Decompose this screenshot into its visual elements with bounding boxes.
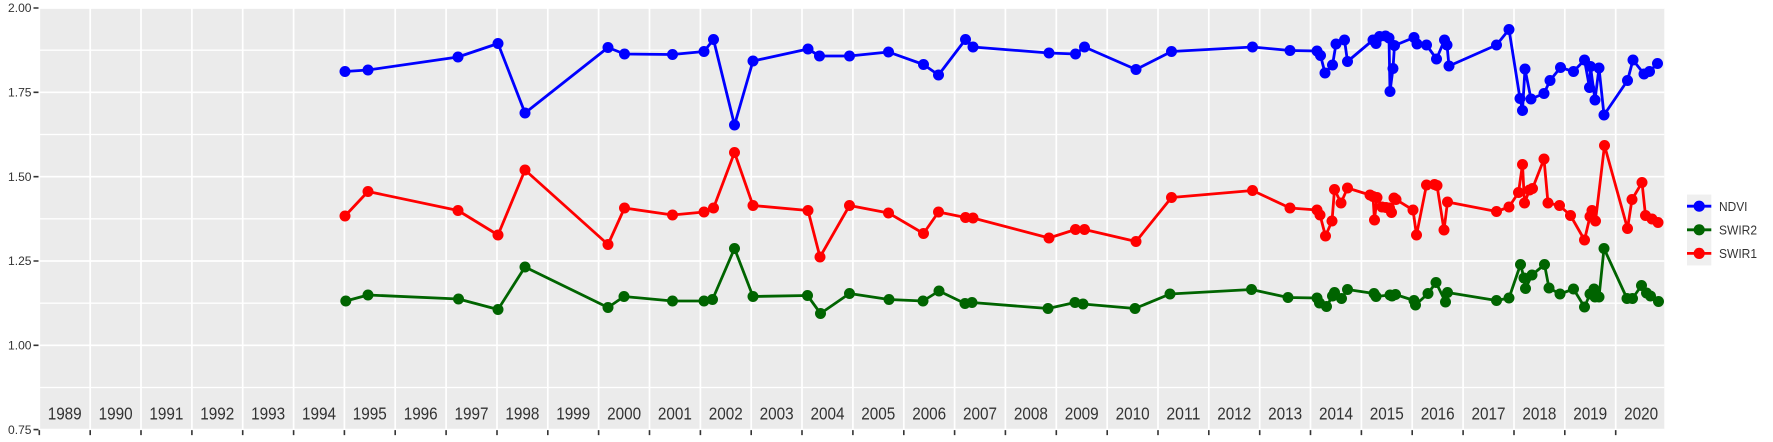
svg-text:1993: 1993 xyxy=(251,404,285,424)
svg-text:2013: 2013 xyxy=(1268,404,1302,424)
svg-text:1991: 1991 xyxy=(149,404,183,424)
svg-text:2016: 2016 xyxy=(1421,404,1455,424)
svg-text:2014: 2014 xyxy=(1319,404,1353,424)
svg-text:SWIR1: SWIR1 xyxy=(1719,246,1757,261)
svg-text:2003: 2003 xyxy=(760,404,794,424)
svg-text:2.00: 2.00 xyxy=(8,1,32,15)
svg-text:NDVI: NDVI xyxy=(1719,199,1748,214)
svg-text:1989: 1989 xyxy=(48,404,82,424)
svg-text:1999: 1999 xyxy=(556,404,590,424)
svg-text:1998: 1998 xyxy=(505,404,539,424)
svg-text:2012: 2012 xyxy=(1217,404,1251,424)
svg-text:1997: 1997 xyxy=(455,404,489,424)
svg-text:1995: 1995 xyxy=(353,404,387,424)
svg-text:2010: 2010 xyxy=(1116,404,1150,424)
svg-text:2004: 2004 xyxy=(811,404,845,424)
svg-text:2005: 2005 xyxy=(861,404,895,424)
svg-text:1992: 1992 xyxy=(200,404,234,424)
svg-text:1.50: 1.50 xyxy=(8,170,32,184)
svg-text:2011: 2011 xyxy=(1166,404,1200,424)
svg-text:2015: 2015 xyxy=(1370,404,1404,424)
svg-text:2008: 2008 xyxy=(1014,404,1048,424)
svg-text:2018: 2018 xyxy=(1522,404,1556,424)
svg-text:2001: 2001 xyxy=(658,404,692,424)
svg-text:1.00: 1.00 xyxy=(8,339,32,353)
svg-text:2000: 2000 xyxy=(607,404,641,424)
svg-text:1996: 1996 xyxy=(404,404,438,424)
svg-text:2006: 2006 xyxy=(912,404,946,424)
svg-text:2002: 2002 xyxy=(709,404,743,424)
svg-text:1994: 1994 xyxy=(302,404,336,424)
svg-text:1.25: 1.25 xyxy=(8,254,32,268)
svg-text:1.75: 1.75 xyxy=(8,86,32,100)
svg-text:2009: 2009 xyxy=(1065,404,1099,424)
svg-text:SWIR2: SWIR2 xyxy=(1719,222,1757,237)
svg-text:2020: 2020 xyxy=(1624,404,1658,424)
svg-text:2007: 2007 xyxy=(963,404,997,424)
svg-text:0.75: 0.75 xyxy=(8,423,32,437)
svg-text:1990: 1990 xyxy=(99,404,133,424)
svg-text:2017: 2017 xyxy=(1472,404,1506,424)
svg-text:2019: 2019 xyxy=(1573,404,1607,424)
